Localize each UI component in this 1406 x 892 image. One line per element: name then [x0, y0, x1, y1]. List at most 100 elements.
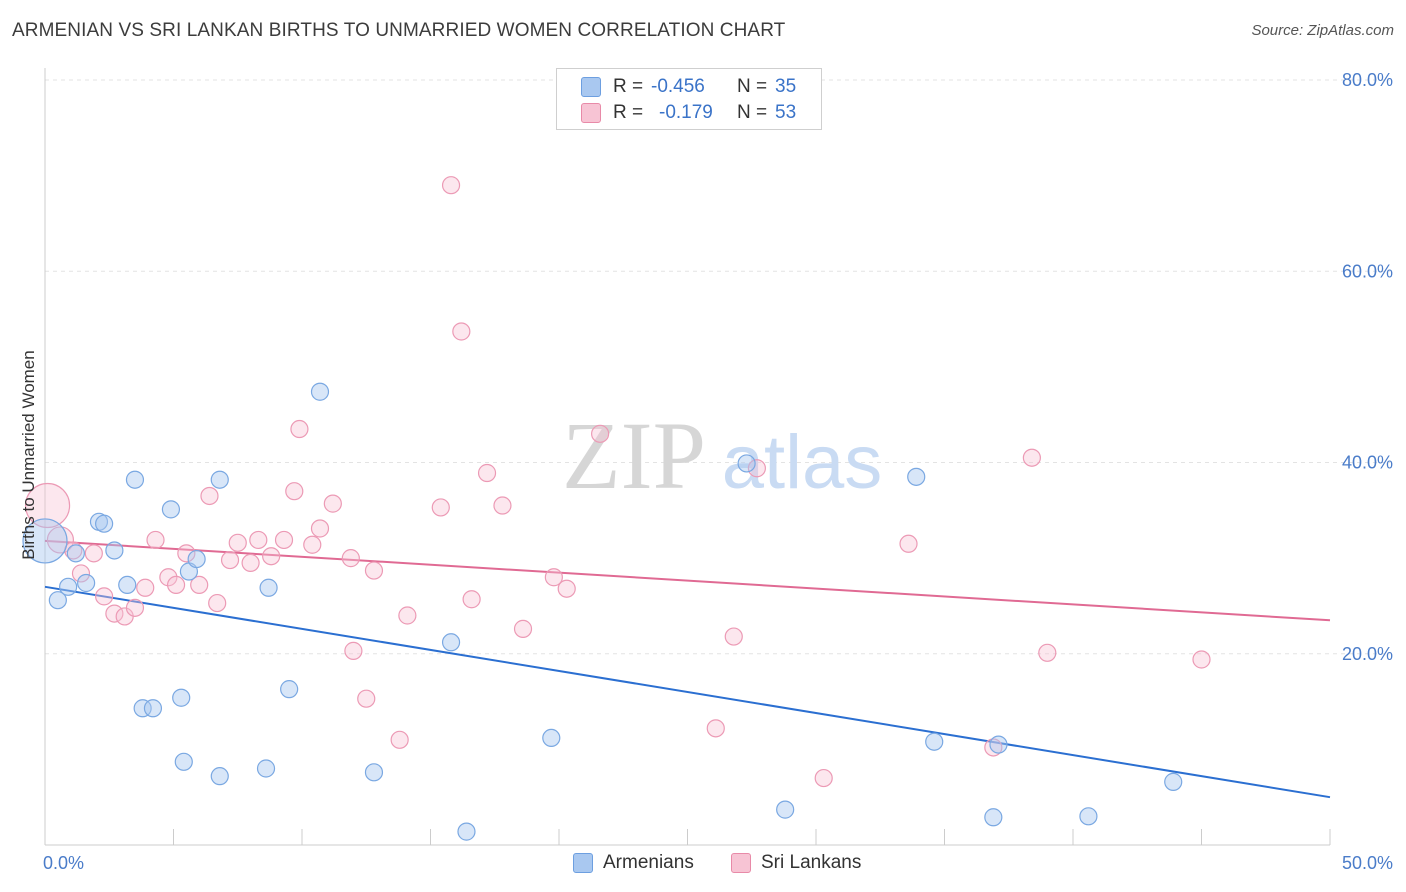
watermark-atlas: atlas	[722, 420, 883, 505]
armenian-point	[105, 541, 124, 560]
sri-lankan-point	[462, 590, 481, 609]
sri-lankan-point	[290, 419, 309, 439]
sri-lankan-point	[591, 424, 610, 443]
sri-lankan-point	[747, 459, 766, 478]
armenian-point	[984, 808, 1003, 827]
legend-row-sri-lankans: R = -0.179 N = 53	[581, 101, 796, 125]
armenian-point	[48, 591, 67, 610]
armenian-point	[59, 577, 78, 596]
legend-label-armenians: Armenians	[603, 852, 694, 873]
trend-lines	[44, 539, 1331, 799]
sri-lankan-point	[166, 575, 186, 595]
sri-lankan-point	[341, 549, 360, 568]
axes	[44, 68, 1331, 846]
sri-lankan-point	[190, 575, 209, 595]
sri-lankan-point	[493, 496, 512, 515]
sri-lankan-point	[477, 463, 497, 483]
x-tick-label: 0.0%	[43, 853, 84, 873]
legend-n-value: 53	[775, 102, 797, 123]
chart-title: ARMENIAN VS SRI LANKAN BIRTHS TO UNMARRI…	[12, 20, 786, 41]
sri-lankan-point	[105, 604, 124, 623]
armenian-point	[989, 735, 1008, 754]
armenian-point	[143, 699, 163, 718]
sri-lankan-point	[1192, 650, 1211, 669]
sri-lankan-trend-line	[44, 539, 1331, 622]
sri-lankan-point	[398, 606, 417, 625]
legend-r-value: -0.179	[659, 102, 713, 123]
sri-lankan-point	[310, 519, 330, 538]
y-tick-label: 80.0%	[1342, 70, 1393, 90]
legend-item-armenians: Armenians	[573, 852, 694, 874]
armenian-point	[925, 732, 944, 751]
legend-swatch-armenians	[581, 77, 601, 97]
sri-lankan-point	[706, 719, 725, 738]
armenian-point	[66, 544, 85, 563]
y-axis-label: Births to Unmarried Women	[19, 350, 38, 559]
armenian-point	[187, 549, 206, 569]
sri-lankan-point	[177, 544, 196, 563]
armenian-point	[256, 759, 276, 778]
legend-swatch-sri-lankans	[731, 853, 751, 873]
armenian-point	[210, 767, 229, 786]
sri-lankan-point	[390, 730, 409, 749]
sri-lankan-point	[899, 534, 918, 553]
armenian-point	[77, 573, 96, 593]
sri-lankan-point	[557, 579, 576, 598]
sri-lankan-point	[323, 494, 342, 513]
x-tick-label: 50.0%	[1342, 853, 1393, 873]
sri-lankan-point	[136, 578, 155, 597]
sri-lankan-point	[146, 530, 165, 550]
gridlines	[45, 79, 1390, 655]
armenian-point	[133, 699, 152, 718]
sri-lankan-point	[241, 553, 260, 573]
legend-n-label: N =	[737, 102, 768, 123]
sri-lankan-point	[364, 561, 384, 580]
source-credit: Source: ZipAtlas.com	[1251, 22, 1394, 39]
sri-lankan-point	[46, 526, 75, 554]
watermark: ZIP atlas	[562, 402, 882, 509]
sri-lankan-point	[262, 547, 281, 566]
sri-lankan-point	[1038, 643, 1057, 662]
armenian-point	[907, 467, 926, 486]
armenian-point	[174, 752, 193, 771]
sri-lankan-point	[228, 533, 247, 552]
sri-lankan-point	[274, 530, 294, 550]
armenian-point	[310, 382, 330, 401]
sri-lankan-point	[95, 587, 114, 606]
armenian-point	[172, 688, 191, 707]
sri-lankan-point	[357, 689, 376, 708]
sri-lankan-point	[208, 593, 227, 613]
y-tick-label: 40.0%	[1342, 453, 1393, 473]
armenian-point	[210, 470, 229, 489]
armenian-point	[1079, 807, 1098, 826]
legend-r-label: R =	[613, 102, 644, 123]
sri-lankan-point	[1022, 448, 1041, 467]
armenian-point	[22, 518, 68, 564]
sri-lankan-point	[984, 738, 1003, 757]
armenian-point	[125, 470, 145, 489]
correlation-legend: R = -0.456 N = 35 R = -0.179 N = 53	[556, 68, 822, 130]
armenian-trend-line	[44, 585, 1331, 799]
sri-lankan-point	[249, 530, 268, 550]
legend-label-sri-lankans: Sri Lankans	[761, 852, 862, 873]
series-legend: Armenians Sri Lankans	[0, 852, 1406, 878]
armenian-point	[1164, 772, 1183, 791]
armenian-point	[542, 728, 561, 748]
sri-lankan-point	[513, 619, 533, 638]
armenian-point	[280, 680, 299, 699]
sri-lankan-points	[24, 176, 1211, 788]
sri-lankan-point	[125, 598, 145, 617]
sri-lankan-point	[200, 486, 219, 506]
sri-lankan-point	[71, 564, 91, 583]
sri-lankan-point	[544, 568, 563, 587]
sri-lankan-point	[24, 482, 71, 529]
armenian-point	[259, 578, 278, 597]
watermark-zip: ZIP	[562, 402, 706, 509]
sri-lankan-point	[441, 176, 461, 195]
armenian-point	[364, 763, 384, 782]
legend-n-value: 35	[775, 76, 797, 97]
armenian-point	[118, 575, 137, 595]
legend-r-label: R =	[613, 76, 644, 97]
legend-n-label: N =	[737, 76, 768, 97]
